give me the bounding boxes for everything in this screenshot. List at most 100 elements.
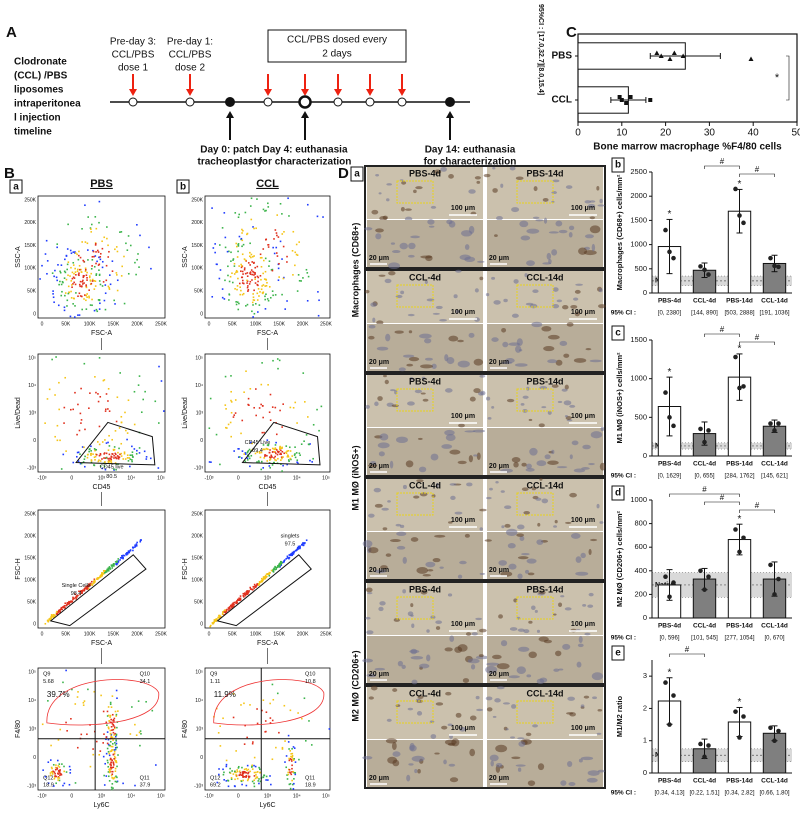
flow-dot <box>270 454 273 457</box>
flow-dot <box>109 714 112 717</box>
flow-dot <box>77 451 80 454</box>
flow-dot <box>99 258 102 261</box>
flow-dot <box>258 584 260 586</box>
flow-dot <box>56 759 59 762</box>
cell <box>509 627 518 631</box>
flow-dot <box>267 246 270 248</box>
flow-dot <box>208 427 211 430</box>
cell <box>529 303 538 309</box>
flow-dot <box>135 543 138 545</box>
flow-dot <box>39 278 41 280</box>
flow-dot <box>245 370 247 373</box>
flow-dot <box>55 276 58 279</box>
flow-dot <box>253 779 256 782</box>
flow-dot <box>90 583 93 586</box>
flow-dot <box>134 723 136 726</box>
flow-dot <box>83 458 86 460</box>
flow-dot <box>294 773 297 776</box>
flow-dot <box>94 242 97 245</box>
flow-dot <box>93 456 96 459</box>
flow-dot <box>126 432 129 434</box>
flow-dot <box>64 602 67 605</box>
flow-dot <box>249 251 251 254</box>
flow-dot <box>301 717 303 720</box>
data-point <box>628 95 633 99</box>
flow-dot <box>79 453 81 455</box>
flow-dot <box>254 302 257 305</box>
intro-text: (CCL) /PBS <box>14 71 68 82</box>
x-tick-label: 20 <box>660 128 672 139</box>
flow-dot <box>237 245 240 247</box>
dose-dot <box>185 97 195 107</box>
flow-dot <box>215 433 218 436</box>
tile-label: PBS-4d <box>409 584 441 594</box>
flow-dot <box>56 243 59 245</box>
cell <box>494 698 501 703</box>
flow-dot <box>219 725 221 728</box>
flow-dot <box>244 453 247 455</box>
plot-frame <box>577 33 798 123</box>
flow-dot <box>58 381 60 384</box>
flow-dot <box>98 308 101 310</box>
cell <box>491 276 496 280</box>
tick-label: 0 <box>70 475 73 481</box>
flow-dot <box>247 771 250 774</box>
cell <box>501 525 505 529</box>
flow-dot <box>114 248 116 251</box>
flow-dot <box>241 276 244 279</box>
flow-dot <box>246 593 249 595</box>
flow-dot <box>111 770 114 773</box>
flow-dot <box>123 255 125 258</box>
flow-dot <box>120 455 123 457</box>
flow-dot <box>256 299 259 301</box>
flow-dot <box>209 625 211 628</box>
cell <box>479 527 483 531</box>
flow-dot <box>265 711 268 714</box>
cell <box>493 300 501 305</box>
cell <box>449 449 461 455</box>
axis-label: FSC-A <box>257 330 278 337</box>
data-point <box>772 263 777 269</box>
flow-dot <box>140 732 142 735</box>
flow-dot <box>262 776 264 779</box>
quadrant-label: 34.1 <box>140 679 151 685</box>
flow-dot <box>253 227 255 230</box>
flow-dot <box>122 458 125 460</box>
flow-dot <box>230 399 232 402</box>
tick-label: 200K <box>131 631 143 637</box>
flow-dot <box>97 299 100 301</box>
flow-dot <box>110 455 113 458</box>
cell <box>377 442 390 449</box>
cell <box>518 741 526 747</box>
flow-dot <box>104 408 107 411</box>
flow-dot <box>256 283 259 286</box>
flow-dot <box>256 776 259 778</box>
flow-dot <box>269 393 272 396</box>
ci-value: [277, 1054] <box>724 636 754 642</box>
flow-dot <box>103 465 106 468</box>
cell <box>401 181 407 185</box>
flow-dot <box>111 438 114 441</box>
cell <box>449 635 455 642</box>
flow-dot <box>57 777 59 779</box>
cell <box>435 626 441 630</box>
flow-dot <box>254 273 256 275</box>
flow-dot <box>76 746 79 749</box>
flow-dot <box>107 738 110 741</box>
flow-dot <box>94 376 96 378</box>
flow-dot <box>102 379 105 382</box>
gate-value: 97.5 <box>285 542 296 548</box>
flow-dot <box>94 285 97 287</box>
flow-dot <box>115 713 118 716</box>
data-point <box>741 220 746 226</box>
flow-dot <box>270 455 273 458</box>
flow-dot <box>99 283 102 286</box>
flow-dot <box>93 464 96 467</box>
cell <box>454 511 463 515</box>
tick-label: 10³ <box>98 793 106 799</box>
flow-dot <box>244 259 247 262</box>
flow-dot <box>84 268 87 271</box>
flow-dot <box>99 576 102 578</box>
flow-dot <box>283 452 286 455</box>
flow-dot <box>286 261 288 263</box>
